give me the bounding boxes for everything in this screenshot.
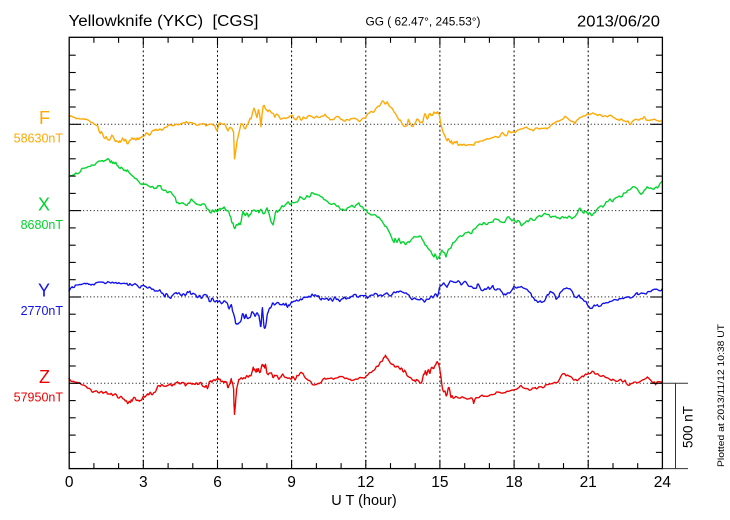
svg-text:U T (hour): U T (hour) <box>331 493 397 509</box>
svg-text:X: X <box>38 194 50 214</box>
svg-text:8680nT: 8680nT <box>21 218 64 232</box>
svg-text:GG ( 62.47°, 245.53°): GG ( 62.47°, 245.53°) <box>366 15 481 29</box>
svg-text:F: F <box>39 108 50 128</box>
svg-text:Yellowknife (YKC) [CGS]: Yellowknife (YKC) [CGS] <box>69 13 259 30</box>
svg-text:24: 24 <box>654 474 672 491</box>
svg-text:Z: Z <box>39 367 50 387</box>
svg-text:2770nT: 2770nT <box>21 304 64 318</box>
svg-text:500 nT: 500 nT <box>681 406 696 448</box>
svg-text:3: 3 <box>139 474 148 491</box>
svg-text:18: 18 <box>505 474 522 491</box>
svg-text:57950nT: 57950nT <box>14 391 64 405</box>
svg-text:21: 21 <box>580 474 597 491</box>
svg-text:58630nT: 58630nT <box>14 132 64 146</box>
svg-text:0: 0 <box>65 474 74 491</box>
svg-text:15: 15 <box>431 474 448 491</box>
svg-text:9: 9 <box>287 474 296 491</box>
svg-text:2013/06/20: 2013/06/20 <box>577 14 660 31</box>
svg-text:Plotted at 2013/11/12 10:38 UT: Plotted at 2013/11/12 10:38 UT <box>716 324 726 467</box>
svg-text:Y: Y <box>38 281 50 301</box>
svg-text:12: 12 <box>357 474 374 491</box>
svg-text:6: 6 <box>213 474 222 491</box>
